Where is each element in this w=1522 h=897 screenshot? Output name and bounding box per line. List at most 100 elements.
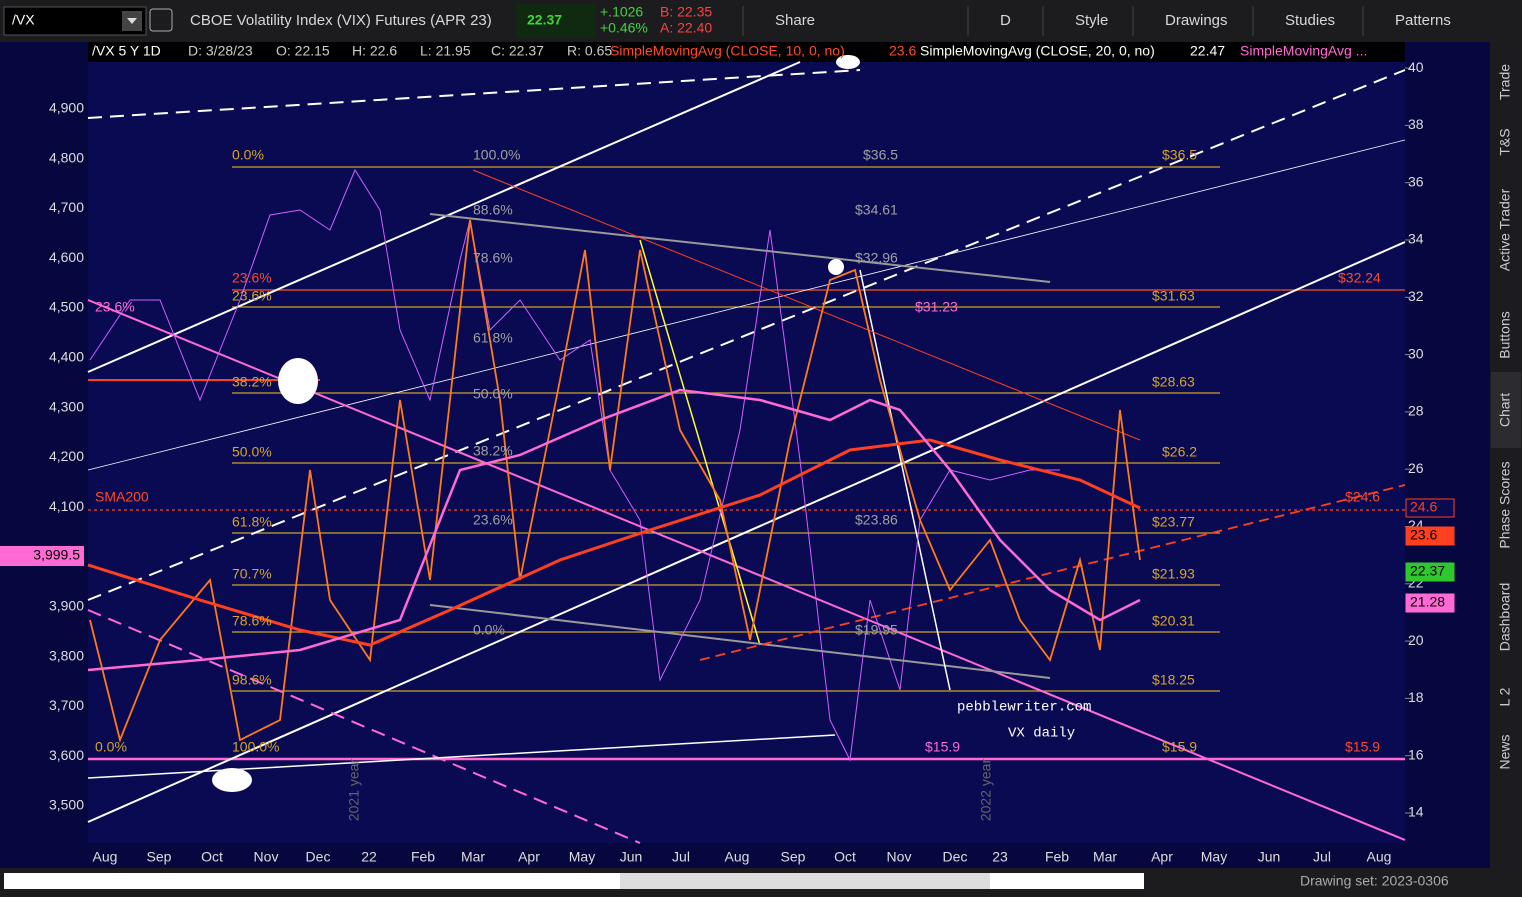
marker bbox=[212, 768, 252, 792]
channel-line bbox=[87, 61, 801, 373]
x-tick-label: Feb bbox=[411, 849, 435, 865]
left-tick-label: 4,800 bbox=[49, 149, 84, 165]
x-tick-label: Dec bbox=[943, 849, 968, 865]
toolbar-button[interactable]: Studies bbox=[1285, 12, 1335, 29]
price-badge bbox=[1405, 526, 1455, 546]
change-pct: +0.46% bbox=[600, 20, 648, 36]
drawing-label: $31.63 bbox=[1152, 288, 1195, 304]
channel-line bbox=[87, 241, 1406, 823]
x-tick-label: Dec bbox=[306, 849, 331, 865]
left-tick-label: 3,900 bbox=[49, 598, 84, 614]
drawing-label: 61.8% bbox=[232, 514, 272, 530]
left-tick-label: 3,600 bbox=[49, 747, 84, 763]
x-tick-label: Apr bbox=[1151, 849, 1173, 865]
left-tick-label: 4,700 bbox=[49, 199, 84, 215]
year-mark: 2021 year bbox=[346, 759, 362, 822]
x-tick-label: Jun bbox=[620, 849, 643, 865]
right-tick-label: 20 bbox=[1408, 632, 1424, 648]
left-badge bbox=[0, 546, 84, 566]
drawing-label: 38.2% bbox=[473, 443, 513, 459]
drawing-label: $32.96 bbox=[855, 250, 898, 266]
trend-line bbox=[87, 734, 836, 779]
drawing-label: 78.6% bbox=[473, 250, 513, 266]
symbol[interactable]: /VX bbox=[12, 12, 35, 28]
left-tick-label: 4,100 bbox=[49, 498, 84, 514]
side-tab[interactable]: Active Trader bbox=[1497, 188, 1513, 271]
last-box bbox=[516, 4, 596, 38]
drawing-label: $34.61 bbox=[855, 202, 898, 218]
left-tick-label: 4,400 bbox=[49, 349, 84, 365]
drawing-label: 0.0% bbox=[232, 147, 264, 163]
toolbar-button[interactable]: Share bbox=[775, 12, 815, 29]
x-tick-label: May bbox=[1201, 849, 1227, 865]
price-badge bbox=[1405, 593, 1455, 613]
marker bbox=[828, 259, 844, 275]
toolbar-button[interactable]: Style bbox=[1075, 12, 1108, 29]
drawing-label: $28.63 bbox=[1152, 374, 1195, 390]
drawing-label: $36.5 bbox=[1162, 147, 1197, 163]
x-tick-label: 23 bbox=[992, 849, 1008, 865]
drawing-label: 23.6% bbox=[95, 299, 135, 315]
drawing-label: 50.0% bbox=[473, 386, 513, 402]
toolbar-button[interactable]: Patterns bbox=[1395, 12, 1451, 29]
drawing-label: 23.6% bbox=[232, 288, 272, 304]
drawing-label: 70.7% bbox=[232, 566, 272, 582]
x-tick-label: Oct bbox=[834, 849, 856, 865]
header-item: /VX 5 Y 1D bbox=[92, 43, 161, 59]
change: +.1026 bbox=[600, 4, 643, 20]
x-tick-label: Sep bbox=[781, 849, 806, 865]
toolbar-button[interactable]: D bbox=[1000, 12, 1011, 29]
study-header bbox=[88, 42, 1405, 62]
link-icon[interactable] bbox=[149, 8, 173, 32]
side-tab[interactable]: Dashboard bbox=[1497, 583, 1513, 652]
drawing-label: $15.9 bbox=[1345, 739, 1380, 755]
x-tick-label: Apr bbox=[518, 849, 540, 865]
side-tab[interactable]: Chart bbox=[1497, 393, 1513, 427]
trend-line bbox=[87, 609, 641, 844]
drawing-label: $26.2 bbox=[1162, 444, 1197, 460]
side-tab[interactable]: Phase Scores bbox=[1497, 461, 1513, 548]
toolbar-button[interactable]: Drawings bbox=[1165, 12, 1228, 29]
x-tick-label: Mar bbox=[1093, 849, 1117, 865]
drawing-label: $21.93 bbox=[1152, 566, 1195, 582]
drawing-label: $24.6 bbox=[1345, 489, 1380, 505]
header-item: 23.6 bbox=[889, 43, 916, 59]
price-badge bbox=[1405, 498, 1455, 518]
drawing-label: 38.2% bbox=[232, 374, 272, 390]
x-tick-label: Nov bbox=[887, 849, 912, 865]
drawing-label: 50.0% bbox=[232, 444, 272, 460]
header-item: D: 3/28/23 bbox=[188, 43, 253, 59]
left-tick-label: 3,700 bbox=[49, 697, 84, 713]
trend-line bbox=[639, 239, 761, 646]
header-item: L: 21.95 bbox=[420, 43, 471, 59]
right-tick-label: 14 bbox=[1408, 804, 1424, 820]
right-tick-label: 34 bbox=[1408, 231, 1424, 247]
channel-mid bbox=[87, 69, 1406, 601]
channel-line bbox=[87, 139, 1406, 471]
drawing-label: $15.9 bbox=[1162, 739, 1197, 755]
watermark: VX daily bbox=[1008, 726, 1075, 742]
side-tab[interactable]: Trade bbox=[1497, 64, 1513, 100]
side-tab[interactable]: News bbox=[1497, 734, 1513, 769]
drawing-label: $15.9 bbox=[925, 739, 960, 755]
trend-line bbox=[699, 484, 1406, 661]
ask: A: 22.40 bbox=[660, 20, 712, 36]
side-tab[interactable]: T&S bbox=[1497, 128, 1513, 155]
x-tick-label: May bbox=[569, 849, 595, 865]
x-tick-label: Oct bbox=[201, 849, 223, 865]
header-item: SimpleMovingAvg (CLOSE, 10, 0, no) bbox=[610, 43, 845, 59]
side-tab[interactable]: Buttons bbox=[1497, 311, 1513, 358]
header-item: 22.47 bbox=[1190, 43, 1225, 59]
left-tick-label: 4,200 bbox=[49, 448, 84, 464]
side-tab[interactable]: L 2 bbox=[1497, 687, 1513, 706]
scrollbar-thumb[interactable] bbox=[620, 873, 990, 889]
price-badge bbox=[1405, 562, 1455, 582]
dropdown-arrow bbox=[127, 18, 137, 24]
drawing-label: 78.6% bbox=[232, 613, 272, 629]
header-item: O: 22.15 bbox=[276, 43, 330, 59]
header-item: R: 0.65 bbox=[567, 43, 612, 59]
trend-line bbox=[859, 269, 951, 691]
left-axis-area bbox=[0, 42, 88, 843]
right-tick-label: 16 bbox=[1408, 746, 1424, 762]
